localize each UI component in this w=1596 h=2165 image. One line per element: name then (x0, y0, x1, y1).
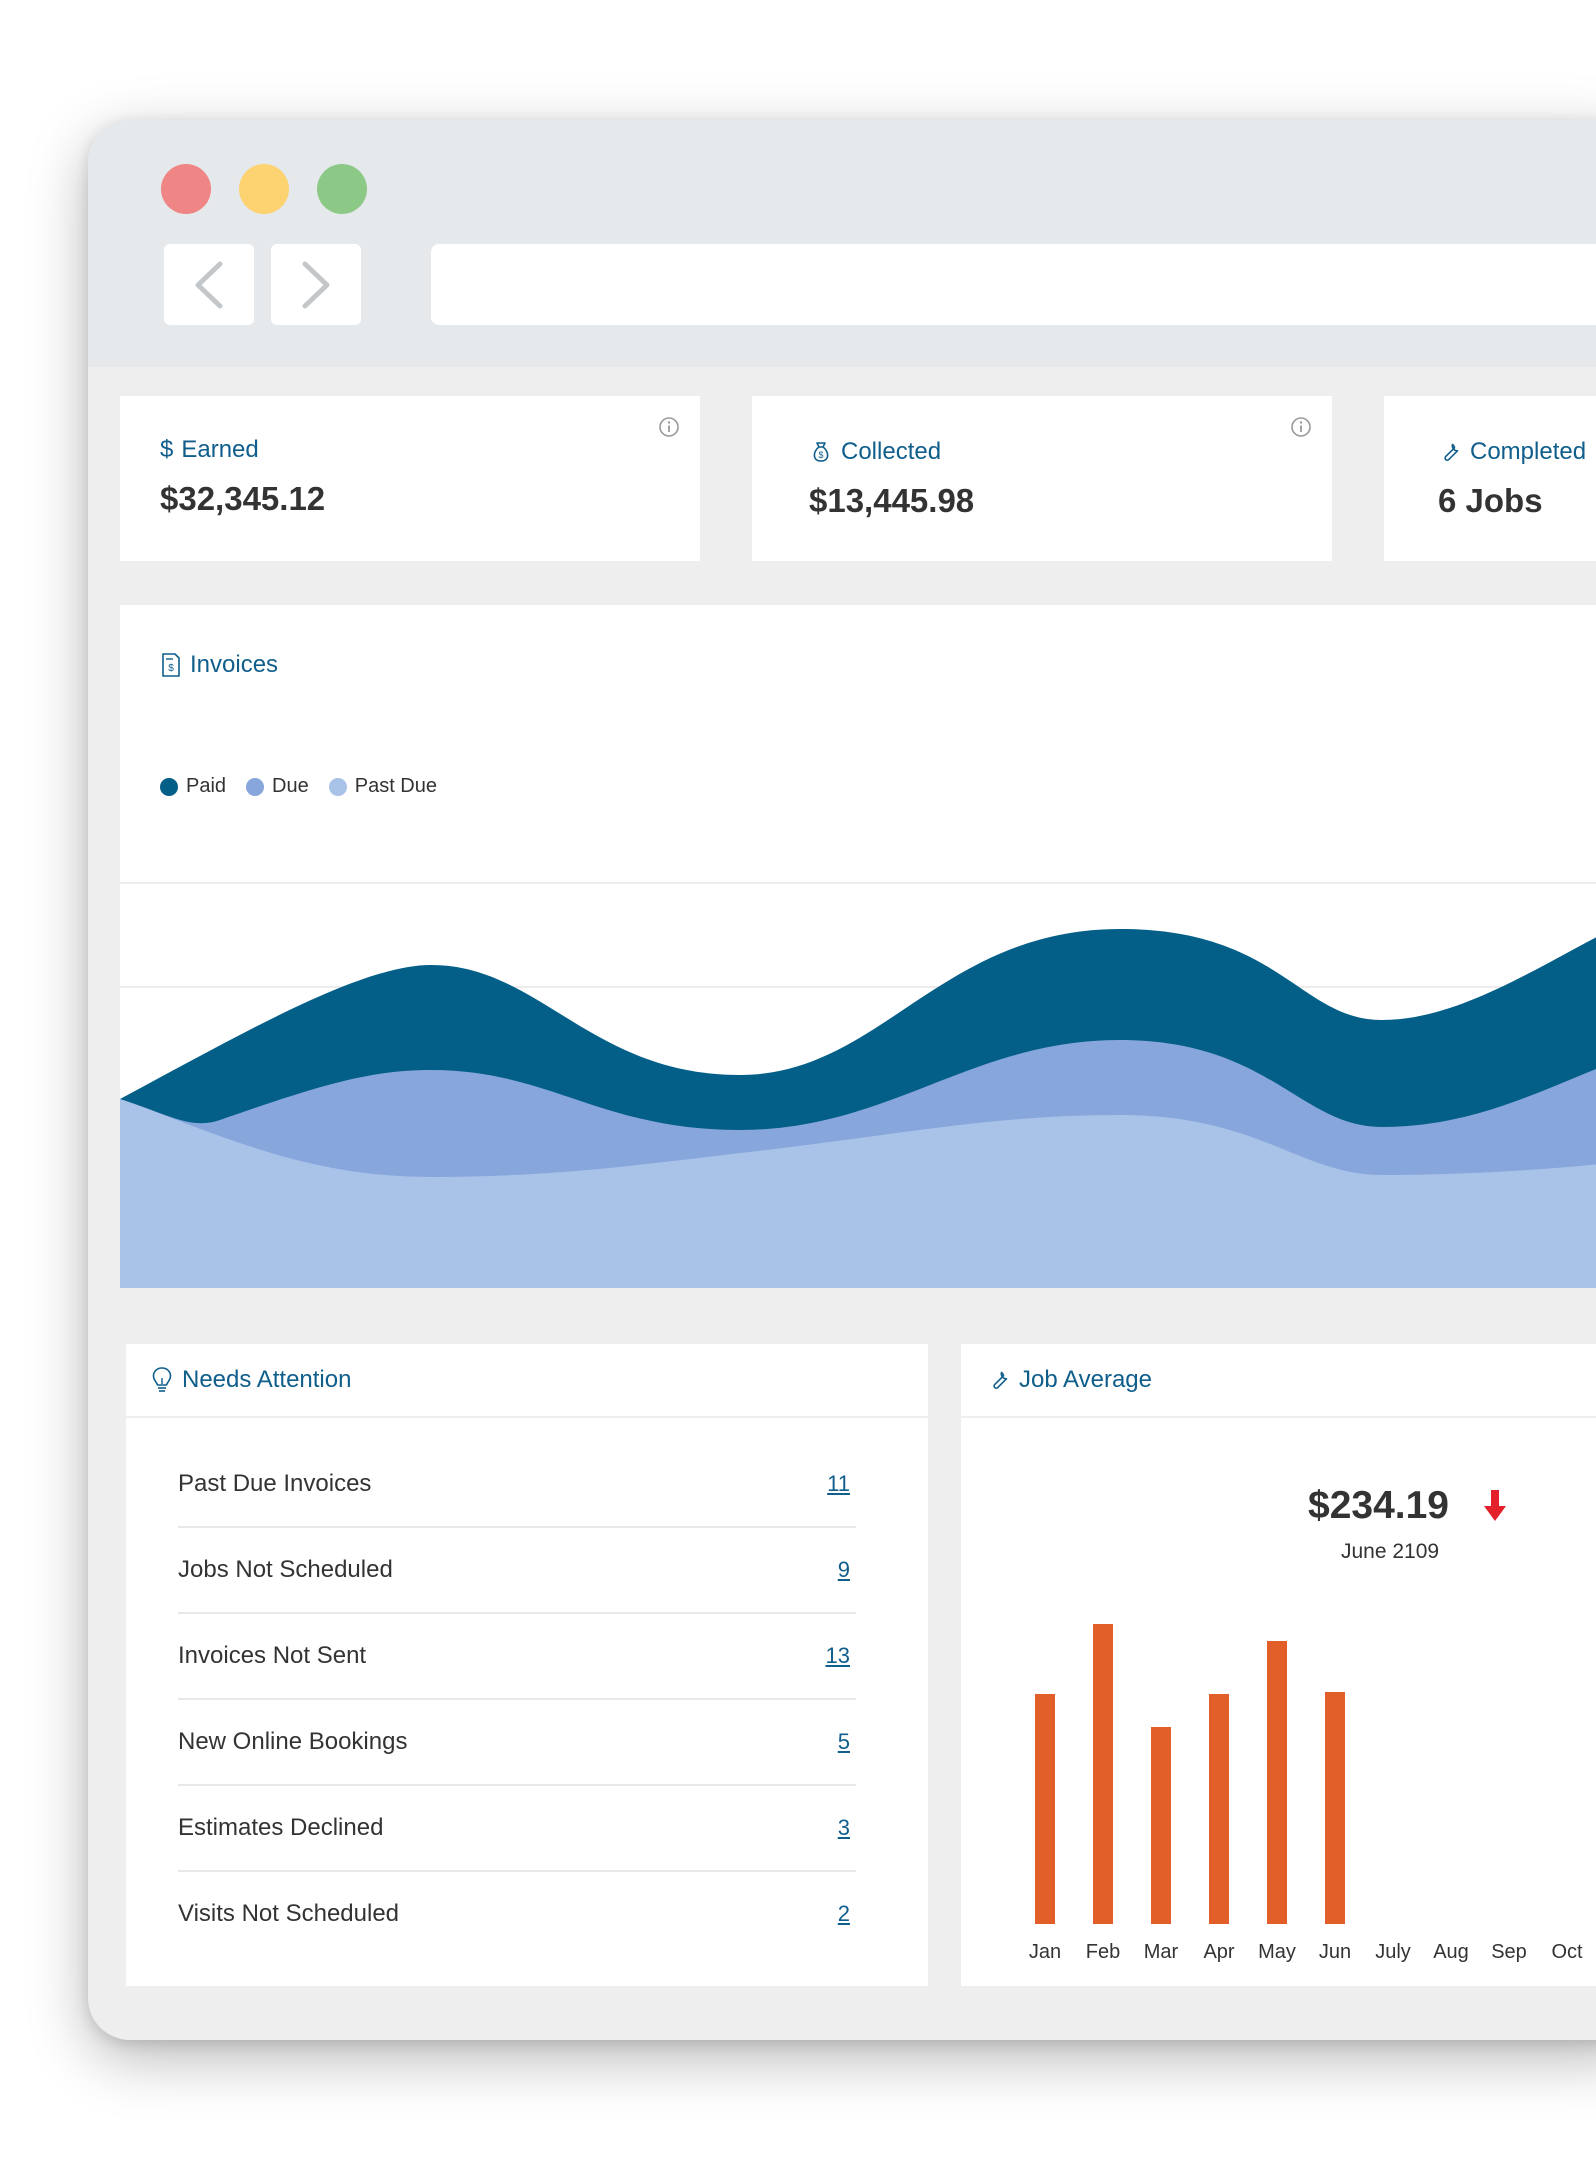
back-button[interactable] (164, 244, 254, 325)
info-icon[interactable] (1290, 416, 1312, 438)
list-item-label: New Online Bookings (178, 1728, 408, 1755)
collected-label: Collected (841, 438, 942, 465)
x-tick-label: Jun (1319, 1941, 1351, 1963)
earned-title: $ Earned (160, 436, 259, 464)
bar-feb (1093, 1624, 1113, 1924)
invoices-legend: Paid Due Past Due (160, 775, 437, 798)
legend-label: Past Due (354, 775, 437, 797)
svg-text:$: $ (168, 663, 174, 674)
list-item-count-link[interactable]: 13 (825, 1643, 850, 1668)
legend-swatch-due (246, 777, 265, 796)
chevron-right-icon (302, 261, 330, 308)
browser-window: $ Earned $32,345.12 $ Collected $13,445.… (88, 120, 1596, 2040)
legend-label: Due (272, 775, 309, 797)
legend-item-paid[interactable]: Paid (160, 775, 226, 798)
list-item: Invoices Not Sent 13 (178, 1614, 856, 1700)
completed-title: Completed (1438, 438, 1586, 466)
list-item: New Online Bookings 5 (178, 1700, 856, 1786)
money-bag-icon: $ (813, 442, 829, 462)
bar-may (1267, 1641, 1287, 1924)
bar-apr (1209, 1694, 1229, 1924)
invoices-title: $ Invoices (160, 651, 278, 679)
job-average-label: Job Average (1019, 1366, 1152, 1393)
list-item-label: Estimates Declined (178, 1814, 384, 1841)
info-icon[interactable] (658, 416, 680, 438)
chevron-left-icon (195, 261, 223, 308)
collected-card: $ Collected $13,445.98 (752, 396, 1332, 561)
needs-attention-title: Needs Attention (150, 1366, 351, 1394)
past-due-area (120, 1099, 1596, 1288)
list-item-count-link[interactable]: 5 (837, 1729, 850, 1754)
divider (126, 1416, 928, 1418)
list-item-count-link[interactable]: 2 (837, 1901, 850, 1926)
x-tick-label: Jan (1029, 1941, 1061, 1963)
list-item-count-link[interactable]: 9 (837, 1557, 850, 1582)
address-bar[interactable] (431, 244, 1596, 325)
list-item-label: Visits Not Scheduled (178, 1900, 400, 1927)
x-tick-label: Apr (1203, 1941, 1234, 1963)
invoices-card: $ Invoices Paid Due Past Due (120, 605, 1596, 1288)
x-tick-label: Feb (1086, 1941, 1120, 1963)
minimize-window-button[interactable] (239, 164, 289, 214)
browser-toolbar (88, 120, 1596, 367)
list-item: Jobs Not Scheduled 9 (178, 1528, 856, 1614)
job-average-bar-chart: Jan Feb Mar Apr May Jun July Aug Sep Oct (1029, 1624, 1583, 1963)
invoices-area-chart (120, 882, 1596, 1288)
list-item-count-link[interactable]: 3 (837, 1815, 850, 1840)
divider (961, 1416, 1596, 1418)
list-item-label: Past Due Invoices (178, 1470, 372, 1497)
job-average-subtitle: June 2109 (1341, 1540, 1440, 1563)
close-window-button[interactable] (161, 164, 211, 214)
x-tick-label: May (1258, 1941, 1296, 1963)
legend-swatch-past-due (328, 777, 347, 796)
invoices-label: Invoices (190, 651, 279, 678)
job-average-value: $234.19 (1308, 1484, 1449, 1527)
forward-button[interactable] (271, 244, 361, 325)
list-item-label: Jobs Not Scheduled (178, 1556, 393, 1583)
wrench-icon (993, 1371, 1008, 1389)
earned-label: Earned (181, 436, 259, 463)
legend-label: Paid (186, 775, 227, 797)
wrench-icon (1444, 443, 1459, 461)
earned-value: $32,345.12 (160, 480, 326, 517)
maximize-window-button[interactable] (317, 164, 367, 214)
completed-card: Completed 6 Jobs (1384, 396, 1596, 561)
job-average-card: Job Average $234.19 June 2109 Jan Feb Mar A… (961, 1344, 1596, 1986)
arrow-down-icon (1484, 1490, 1506, 1521)
x-tick-label: Aug (1433, 1941, 1469, 1963)
bar-jun (1325, 1692, 1345, 1924)
lightbulb-icon (152, 1367, 172, 1392)
legend-swatch-paid (160, 777, 178, 796)
x-tick-label: Mar (1144, 1941, 1179, 1963)
x-tick-label: Sep (1491, 1941, 1527, 1963)
collected-title: $ Collected (809, 438, 941, 466)
dollar-icon: $ (160, 436, 174, 463)
earned-card: $ Earned $32,345.12 (120, 396, 700, 561)
x-tick-label: Oct (1551, 1941, 1583, 1963)
bar-mar (1151, 1727, 1171, 1924)
needs-attention-card: Needs Attention Past Due Invoices 11 Job… (126, 1344, 928, 1986)
bar-jan (1035, 1694, 1055, 1924)
list-item: Visits Not Scheduled 2 (178, 1872, 856, 1956)
invoice-icon: $ (162, 653, 180, 677)
needs-attention-label: Needs Attention (182, 1366, 352, 1393)
list-item-count-link[interactable]: 11 (827, 1471, 850, 1496)
list-item: Estimates Declined 3 (178, 1786, 856, 1872)
x-tick-label: July (1375, 1941, 1411, 1963)
completed-value: 6 Jobs (1438, 482, 1543, 519)
list-item: Past Due Invoices 11 (178, 1442, 856, 1528)
legend-item-due[interactable]: Due (246, 775, 309, 798)
job-average-title: Job Average (987, 1366, 1152, 1394)
collected-value: $13,445.98 (809, 482, 975, 519)
list-item-label: Invoices Not Sent (178, 1642, 367, 1669)
legend-item-past-due[interactable]: Past Due (328, 775, 437, 798)
completed-label: Completed (1470, 438, 1587, 465)
svg-text:$: $ (818, 450, 823, 460)
